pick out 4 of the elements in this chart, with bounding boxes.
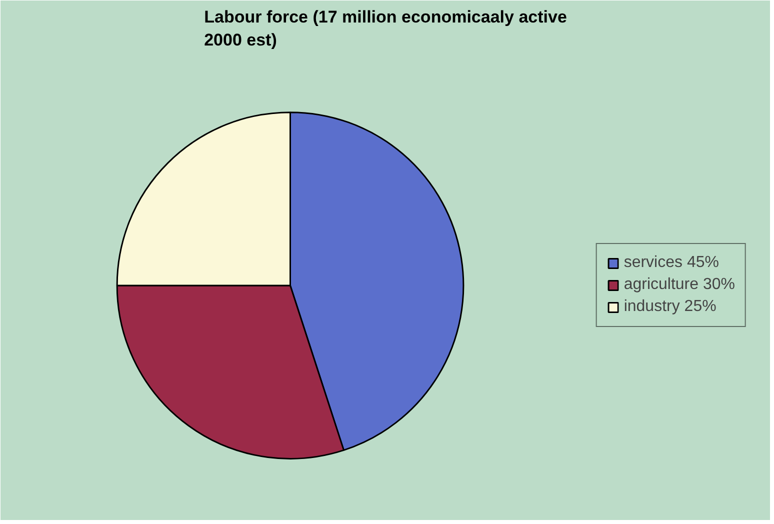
legend-label: agriculture 30% <box>624 276 735 294</box>
legend-label: industry 25% <box>624 298 716 316</box>
chart-title: Labour force (17 million economicaaly active 2000 est) <box>204 8 567 50</box>
legend-label: services 45% <box>624 254 719 272</box>
